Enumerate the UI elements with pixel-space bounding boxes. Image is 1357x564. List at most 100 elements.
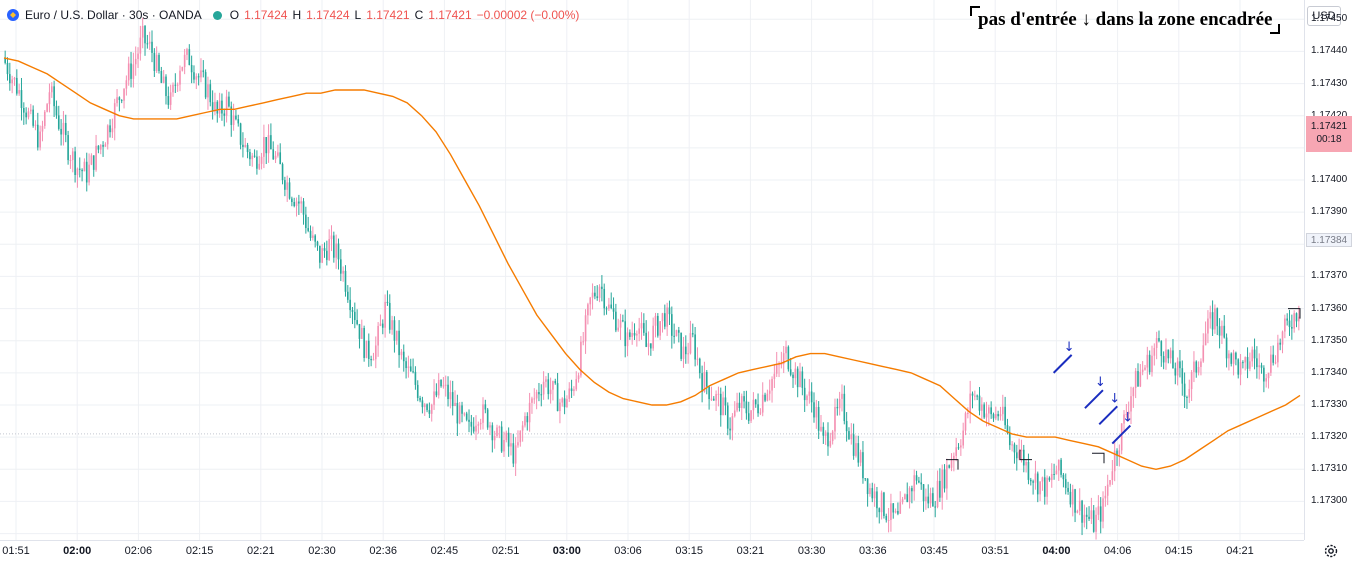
candle-body xyxy=(1207,318,1209,334)
price-tick-label: 1.17450 xyxy=(1311,13,1348,25)
candle-body xyxy=(978,395,981,411)
candle-body xyxy=(53,86,55,107)
candle-body xyxy=(1239,362,1242,375)
candle-body xyxy=(820,426,822,431)
candle-body xyxy=(1006,425,1009,434)
time-tick-label: 03:15 xyxy=(675,545,703,557)
candle-body xyxy=(286,182,289,190)
candle-body xyxy=(862,452,864,479)
candle-body xyxy=(218,100,221,114)
candle-body xyxy=(458,405,461,424)
candle-body xyxy=(659,321,661,336)
candle-body xyxy=(1260,365,1263,368)
candle-body xyxy=(750,410,752,421)
candle-body xyxy=(281,164,284,181)
candle-body xyxy=(442,385,445,387)
candle-body xyxy=(503,439,505,452)
candle-body xyxy=(636,333,638,336)
candle-body xyxy=(813,402,815,418)
candle-body xyxy=(957,447,960,449)
time-scale[interactable] xyxy=(0,540,1304,564)
candle-body xyxy=(661,313,664,322)
candle-body xyxy=(577,375,580,380)
price-scale[interactable] xyxy=(1304,0,1357,540)
symbol-title[interactable]: Euro / U.S. Dollar · 30s · OANDA xyxy=(25,8,202,22)
candle-body xyxy=(1263,367,1265,382)
candle-body xyxy=(109,125,111,133)
candle-body xyxy=(638,328,640,334)
signal-trendline xyxy=(1084,389,1104,409)
candle-body xyxy=(395,330,398,341)
candle-body xyxy=(894,510,897,513)
candle-body xyxy=(1298,316,1300,322)
candle-body xyxy=(43,111,46,126)
candle-body xyxy=(747,413,750,421)
candle-body xyxy=(542,381,545,395)
price-tick-label: 1.17400 xyxy=(1311,174,1348,185)
candle-body xyxy=(391,320,393,330)
candle-body xyxy=(74,151,76,175)
candlestick-chart[interactable]: ↓↓↓↓ xyxy=(0,0,1304,540)
candle-body xyxy=(1067,487,1069,492)
candle-body xyxy=(745,401,748,414)
time-tick-label: 04:15 xyxy=(1165,545,1193,557)
candle-body xyxy=(267,135,270,154)
candle-body xyxy=(670,314,673,336)
candle-body xyxy=(256,156,258,169)
candle-body xyxy=(1055,470,1058,475)
candle-body xyxy=(883,492,885,516)
candle-body xyxy=(1141,369,1144,372)
candle-body xyxy=(1102,498,1104,522)
candle-body xyxy=(652,325,654,349)
candle-body xyxy=(675,330,678,337)
symbol-legend: Euro / U.S. Dollar · 30s · OANDA O 1.1742… xyxy=(6,8,579,22)
open-value: 1.17424 xyxy=(244,8,288,22)
candle-body xyxy=(1120,423,1123,451)
currency-selector[interactable]: USD xyxy=(1307,6,1341,26)
annotation-text[interactable]: pas d'entrée ↓ dans la zone encadrée xyxy=(970,6,1281,34)
candle-body xyxy=(468,419,470,422)
candle-body xyxy=(801,371,804,388)
candle-body xyxy=(631,332,634,337)
annotation-corner xyxy=(1270,24,1281,34)
candle-body xyxy=(95,145,97,170)
candle-body xyxy=(771,378,773,391)
candle-body xyxy=(796,368,799,388)
candle-body xyxy=(239,123,242,145)
candle-body xyxy=(752,399,755,411)
candle-body xyxy=(421,400,424,408)
candle-body xyxy=(1027,461,1030,480)
candle-body xyxy=(344,270,347,292)
candle-body xyxy=(34,124,37,126)
candle-body xyxy=(249,152,251,160)
candle-body xyxy=(433,391,435,405)
candle-body xyxy=(507,432,510,447)
candle-body xyxy=(407,366,410,369)
candle-body xyxy=(465,413,468,420)
candle-body xyxy=(1095,514,1097,532)
candle-body xyxy=(650,343,652,349)
time-tick-label: 03:45 xyxy=(920,545,948,557)
candle-body xyxy=(1284,318,1286,332)
candle-body xyxy=(559,402,561,412)
candle-body xyxy=(549,389,552,395)
settings-gear-icon[interactable] xyxy=(1323,543,1339,559)
candle-body xyxy=(988,407,990,414)
candle-body xyxy=(729,428,731,431)
candle-body xyxy=(214,101,216,112)
price-tick-label: 1.17430 xyxy=(1311,77,1348,89)
candle-body xyxy=(598,286,601,298)
candle-body xyxy=(1048,477,1051,481)
candle-body xyxy=(377,325,379,346)
candle-body xyxy=(242,144,244,147)
candle-body xyxy=(845,421,848,432)
candle-body xyxy=(272,149,275,160)
candle-body xyxy=(736,402,738,411)
candle-body xyxy=(967,413,969,415)
candle-body xyxy=(596,296,599,298)
candle-body xyxy=(1167,349,1170,359)
candle-body xyxy=(773,373,776,379)
candle-body xyxy=(1034,473,1037,483)
candle-body xyxy=(533,398,536,400)
